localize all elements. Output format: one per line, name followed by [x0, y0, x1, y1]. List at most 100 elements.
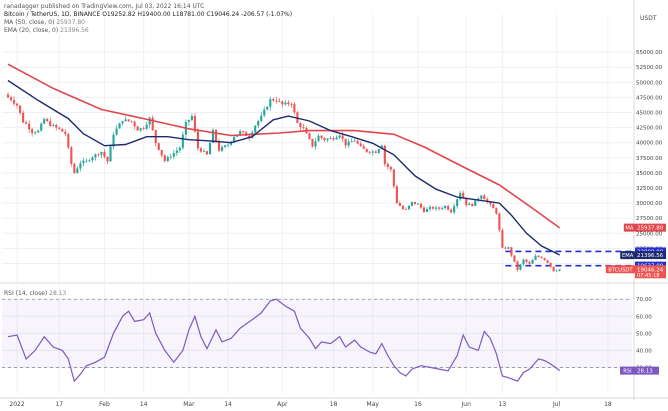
candle-body: [166, 157, 169, 161]
rsi-tick-label: 50.00: [636, 331, 652, 337]
time-tick-label: 14: [224, 401, 232, 408]
price-tag-name: MA: [625, 226, 633, 232]
candle-body: [202, 151, 206, 153]
rsi-label: RSI (14, close): [4, 290, 48, 297]
rsi-tag-name: RSI: [623, 369, 632, 375]
time-tick-label: 18: [604, 401, 612, 408]
candle-body: [344, 138, 347, 146]
time-tick-label: May: [367, 401, 380, 408]
candle-body: [407, 205, 410, 210]
candle-body: [55, 125, 58, 128]
candle-body: [486, 199, 489, 202]
rsi-tag-value-bg: [635, 366, 659, 375]
candle-body: [19, 105, 22, 113]
candle-body: [362, 146, 365, 149]
candle-body: [468, 203, 471, 206]
candle-body: [413, 201, 417, 204]
candle-body: [269, 99, 272, 107]
candle-body: [260, 115, 263, 121]
candle-body: [552, 266, 555, 272]
candle-body: [374, 151, 377, 153]
candle-body: [555, 270, 558, 272]
candle-body: [181, 134, 184, 148]
candle-body: [287, 102, 290, 105]
candle-body: [537, 255, 540, 257]
candle-body: [428, 206, 432, 210]
candle-body: [380, 145, 383, 150]
candle-body: [64, 131, 67, 134]
candle-body: [9, 97, 13, 101]
candle-body: [525, 259, 528, 262]
candle-body: [91, 157, 94, 161]
candle-body: [37, 130, 40, 133]
candle-body: [302, 127, 305, 129]
candle-body: [311, 138, 314, 147]
candle-body: [549, 262, 552, 267]
time-tick-label: Feb: [99, 401, 110, 408]
price-tick-label: 50000.00: [636, 80, 663, 86]
rsi-line: [7, 298, 561, 383]
candle-body: [531, 259, 534, 264]
candle-body: [323, 137, 326, 141]
candle-body: [193, 115, 196, 132]
candle-body: [145, 124, 148, 129]
candle-body: [326, 138, 329, 141]
price-tag-name-bg: [620, 251, 635, 260]
rsi-tag: RSI 28.13: [620, 366, 659, 375]
candle-body: [335, 137, 338, 140]
candles: [6, 92, 561, 272]
candle-body: [471, 203, 474, 206]
candle-body: [214, 129, 218, 141]
candle-body: [513, 255, 516, 262]
candle-body: [22, 112, 25, 123]
symbol-line: Bitcoin / TetherUS, 1D, BINANCE O19252.8…: [4, 11, 292, 19]
time-tick-label: Mar: [183, 401, 195, 408]
candle-body: [40, 123, 43, 131]
price-tag-countdown: 07:45:18: [637, 273, 659, 279]
candle-body: [317, 135, 320, 142]
candle-body: [148, 117, 151, 125]
candle-body: [52, 125, 55, 126]
candle-body: [124, 119, 127, 122]
candle-body: [489, 201, 492, 205]
candle-body: [58, 127, 61, 129]
candle-body: [356, 140, 359, 144]
candle-body: [392, 169, 395, 187]
rsi-tag-value: 28.13: [637, 369, 653, 375]
candle-body: [398, 203, 401, 206]
candle-body: [450, 209, 453, 213]
candle-body: [142, 128, 145, 129]
candle-body: [187, 119, 190, 122]
candle-body: [359, 143, 362, 147]
candle-body: [263, 109, 266, 116]
ema-legend[interactable]: EMA (20, close, 0) 21396.56: [4, 27, 89, 35]
candle-body: [205, 151, 209, 155]
symbol-name: Bitcoin / TetherUS, 1D, BINANCE: [4, 11, 101, 18]
candle-body: [314, 141, 317, 147]
price-tick-label: 45000.00: [636, 111, 663, 117]
candle-body: [31, 129, 34, 133]
rsi-tag-name-bg: [620, 366, 635, 375]
candle-body: [76, 168, 79, 174]
candle-body: [350, 141, 353, 143]
rsi-legend[interactable]: RSI (14, close) 28.13: [4, 290, 66, 297]
candle-body: [410, 201, 414, 206]
candle-body: [46, 119, 49, 122]
candle-body: [190, 115, 193, 120]
candle-body: [28, 123, 31, 130]
candle-body: [115, 128, 118, 135]
candle-body: [157, 143, 160, 150]
candle-body: [383, 145, 386, 165]
candle-body: [338, 135, 341, 138]
price-tick-label: 42500.00: [636, 126, 663, 132]
ma-legend[interactable]: MA (50, close, 0) 25937.80: [4, 19, 85, 27]
candle-body: [441, 208, 444, 209]
candle-body: [127, 119, 130, 121]
candle-body: [492, 204, 495, 209]
price-tag-name: EMA: [622, 253, 634, 259]
candle-body: [67, 133, 70, 148]
candle-body: [220, 146, 224, 151]
candle-body: [483, 195, 486, 200]
price-tick-label: 35000.00: [636, 171, 663, 177]
